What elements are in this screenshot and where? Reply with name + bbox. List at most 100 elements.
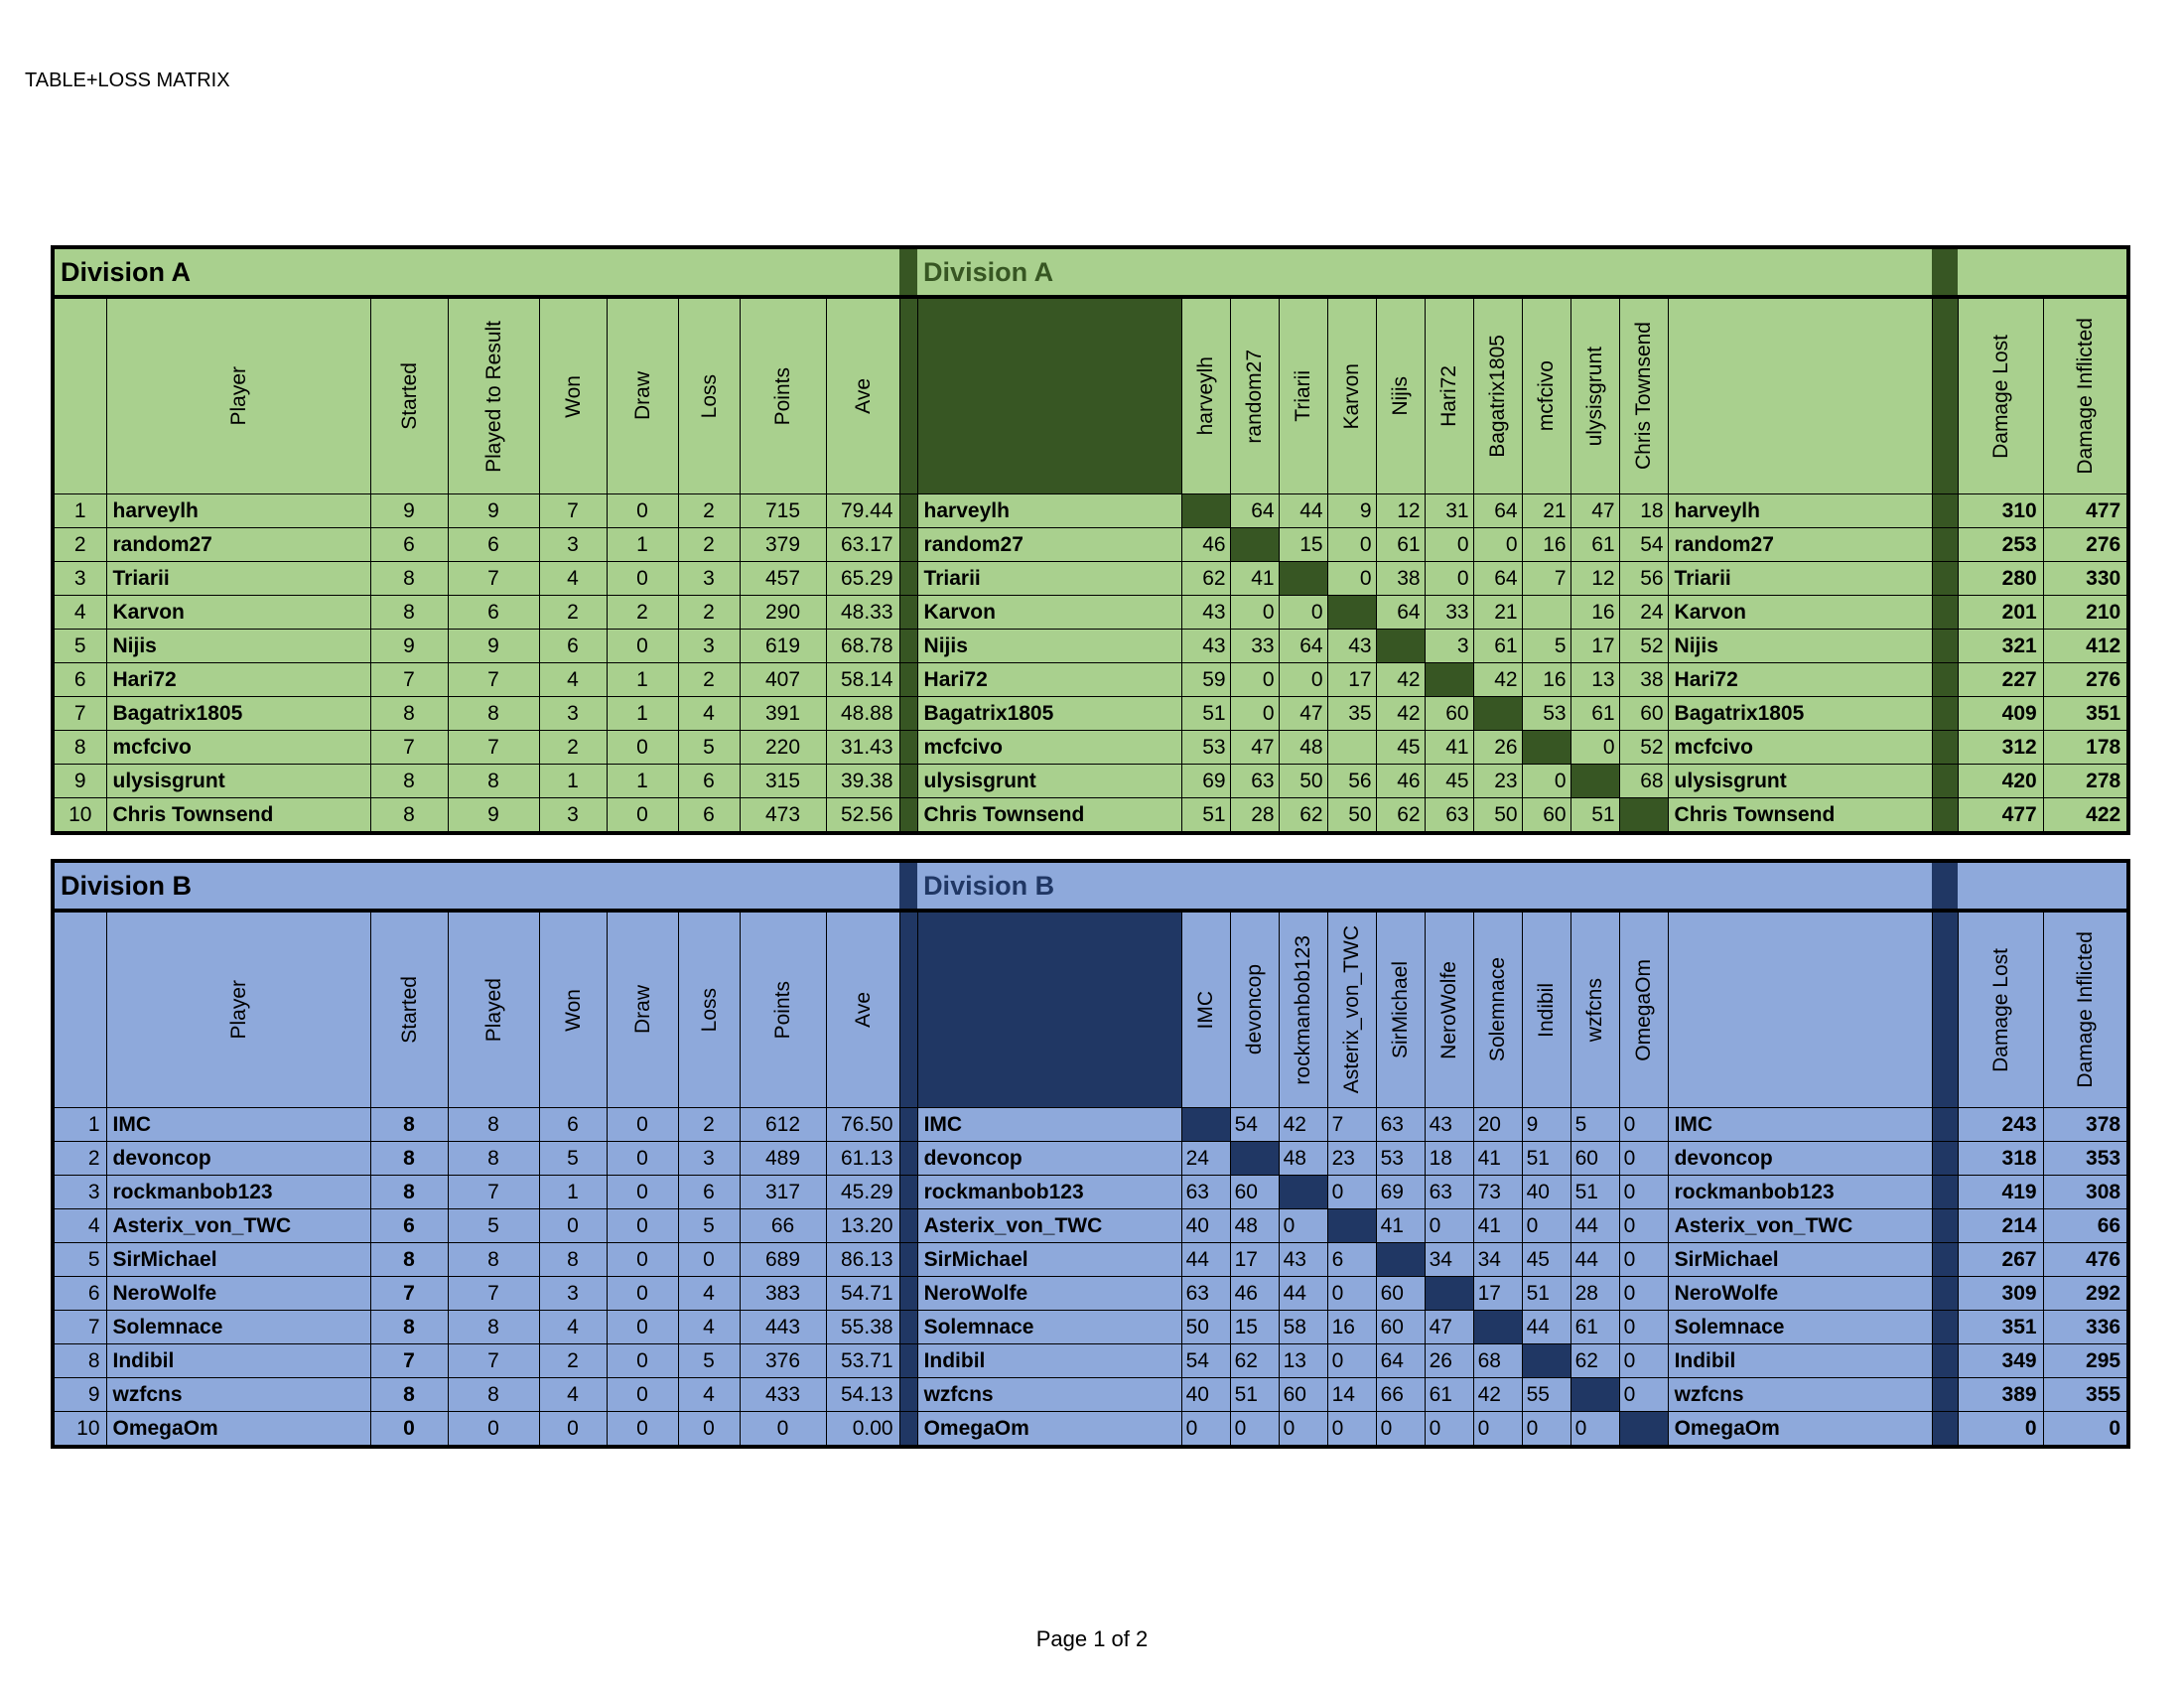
matrix-cell: 41 [1472, 1141, 1523, 1176]
loss-cell: 0 [677, 1411, 741, 1449]
matrix-corner [916, 910, 1182, 1108]
damage-lost-cell: 201 [1957, 595, 2044, 630]
played-cell: 8 [447, 1310, 540, 1344]
matrix-cell: 64 [1229, 493, 1280, 528]
separator-bar [1931, 1310, 1959, 1344]
draw-cell: 0 [606, 1276, 679, 1311]
separator-bar [1932, 859, 1959, 913]
played-cell: 9 [447, 493, 540, 528]
started-cell: 0 [369, 1411, 449, 1449]
loss-cell: 5 [677, 1343, 741, 1378]
matrix-cell: 16 [1570, 595, 1620, 630]
player-name-cell: Bagatrix1805 [105, 696, 371, 731]
matrix-cell: 60 [1278, 1377, 1328, 1412]
points-cell: 391 [739, 696, 827, 731]
column-header-ave: Ave [825, 910, 900, 1108]
started-cell: 8 [369, 1377, 449, 1412]
average-cell: 48.88 [825, 696, 900, 731]
matrix-diagonal-cell [1278, 1175, 1328, 1209]
started-cell: 8 [369, 696, 449, 731]
matrix-cell: 0 [1375, 1411, 1426, 1449]
table-row: 4 Asterix_von_TWC 6 5 0 0 5 66 13.20 Asterix_von_… [51, 1208, 2131, 1243]
matrix-diagonal-cell [1229, 1141, 1280, 1176]
average-cell: 0.00 [825, 1411, 900, 1449]
separator-bar [898, 1343, 918, 1378]
matrix-row-player: OmegaOm [916, 1411, 1182, 1449]
average-cell: 54.13 [825, 1377, 900, 1412]
table-row: 7 Bagatrix1805 8 8 3 1 4 391 48.88 Bagatrix1805 51… [51, 696, 2131, 731]
matrix-diagonal-cell [1472, 1310, 1523, 1344]
separator-bar [1931, 1276, 1959, 1311]
matrix-cell: 63 [1229, 764, 1280, 798]
damage-inflicted-cell: 292 [2042, 1276, 2131, 1311]
matrix-cell: 64 [1375, 595, 1426, 630]
matrix-cell: 0 [1521, 1411, 1571, 1449]
matrix-cell: 0 [1229, 696, 1280, 731]
matrix-cell: 61 [1570, 1310, 1620, 1344]
matrix-cell: 0 [1618, 1343, 1669, 1378]
rank-cell: 3 [51, 561, 107, 596]
points-cell: 489 [739, 1141, 827, 1176]
points-cell: 66 [739, 1208, 827, 1243]
matrix-diagonal-cell [1375, 629, 1426, 663]
loss-cell: 6 [677, 764, 741, 798]
separator-bar [898, 797, 918, 835]
matrix-cell: 63 [1424, 1175, 1474, 1209]
matrix-row-player: harveylh [916, 493, 1182, 528]
matrix-cell: 13 [1570, 662, 1620, 697]
matrix-cell: 38 [1618, 662, 1669, 697]
matrix-column-player: SirMichael [1389, 960, 1413, 1059]
matrix-row-player: devoncop [916, 1141, 1182, 1176]
matrix-cell: 62 [1278, 797, 1328, 835]
player-name-cell: NeroWolfe [105, 1276, 371, 1311]
matrix-cell: 63 [1375, 1107, 1426, 1142]
matrix-column-player: Solemnace [1486, 957, 1510, 1062]
column-header-player: Player [105, 296, 371, 494]
table-row: 9 wzfcns 8 8 4 0 4 433 54.13 wzfcns 40 51 60 14 66 61 42… [51, 1377, 2131, 1412]
separator-bar [1931, 730, 1959, 765]
matrix-cell: 20 [1472, 1107, 1523, 1142]
matrix-cell: 47 [1570, 493, 1620, 528]
matrix-cell: 16 [1521, 527, 1571, 562]
matrix-cell: 45 [1375, 730, 1426, 765]
matrix-cell: 62 [1375, 797, 1426, 835]
matrix-column-header: Karvon [1326, 296, 1377, 494]
damage-inflicted-cell: 351 [2042, 696, 2131, 731]
matrix-cell: 16 [1326, 1310, 1377, 1344]
points-cell: 715 [739, 493, 827, 528]
damage-lost-cell: 309 [1957, 1276, 2044, 1311]
player-name-cell: wzfcns [105, 1377, 371, 1412]
average-cell: 31.43 [825, 730, 900, 765]
matrix-cell: 53 [1180, 730, 1231, 765]
matrix-cell: 33 [1424, 595, 1474, 630]
matrix-cell: 68 [1472, 1343, 1523, 1378]
started-cell: 8 [369, 595, 449, 630]
won-cell: 6 [538, 1107, 608, 1142]
rank-cell: 3 [51, 1175, 107, 1209]
matrix-cell: 7 [1521, 561, 1571, 596]
points-cell: 433 [739, 1377, 827, 1412]
won-cell: 4 [538, 1377, 608, 1412]
separator-bar [1931, 296, 1959, 494]
matrix-cell: 55 [1521, 1377, 1571, 1412]
column-header-label: Loss [697, 373, 721, 419]
column-header-draw: Draw [606, 296, 679, 494]
matrix-row-name-right: NeroWolfe [1667, 1276, 1933, 1311]
points-cell: 619 [739, 629, 827, 663]
rank-cell: 7 [51, 696, 107, 731]
matrix-row-name-header [1667, 910, 1933, 1108]
matrix-row-player: ulysisgrunt [916, 764, 1182, 798]
player-name-cell: Nijis [105, 629, 371, 663]
won-cell: 7 [538, 493, 608, 528]
rank-cell: 1 [51, 493, 107, 528]
matrix-cell: 15 [1229, 1310, 1280, 1344]
average-cell: 55.38 [825, 1310, 900, 1344]
matrix-row-player: rockmanbob123 [916, 1175, 1182, 1209]
rank-cell: 6 [51, 662, 107, 697]
matrix-cell: 0 [1326, 561, 1377, 596]
matrix-cell: 51 [1521, 1276, 1571, 1311]
matrix-column-header: Nijis [1375, 296, 1426, 494]
matrix-column-header: Chris Townsend [1618, 296, 1669, 494]
matrix-column-header: Triarii [1278, 296, 1328, 494]
damage-lost-cell: 280 [1957, 561, 2044, 596]
